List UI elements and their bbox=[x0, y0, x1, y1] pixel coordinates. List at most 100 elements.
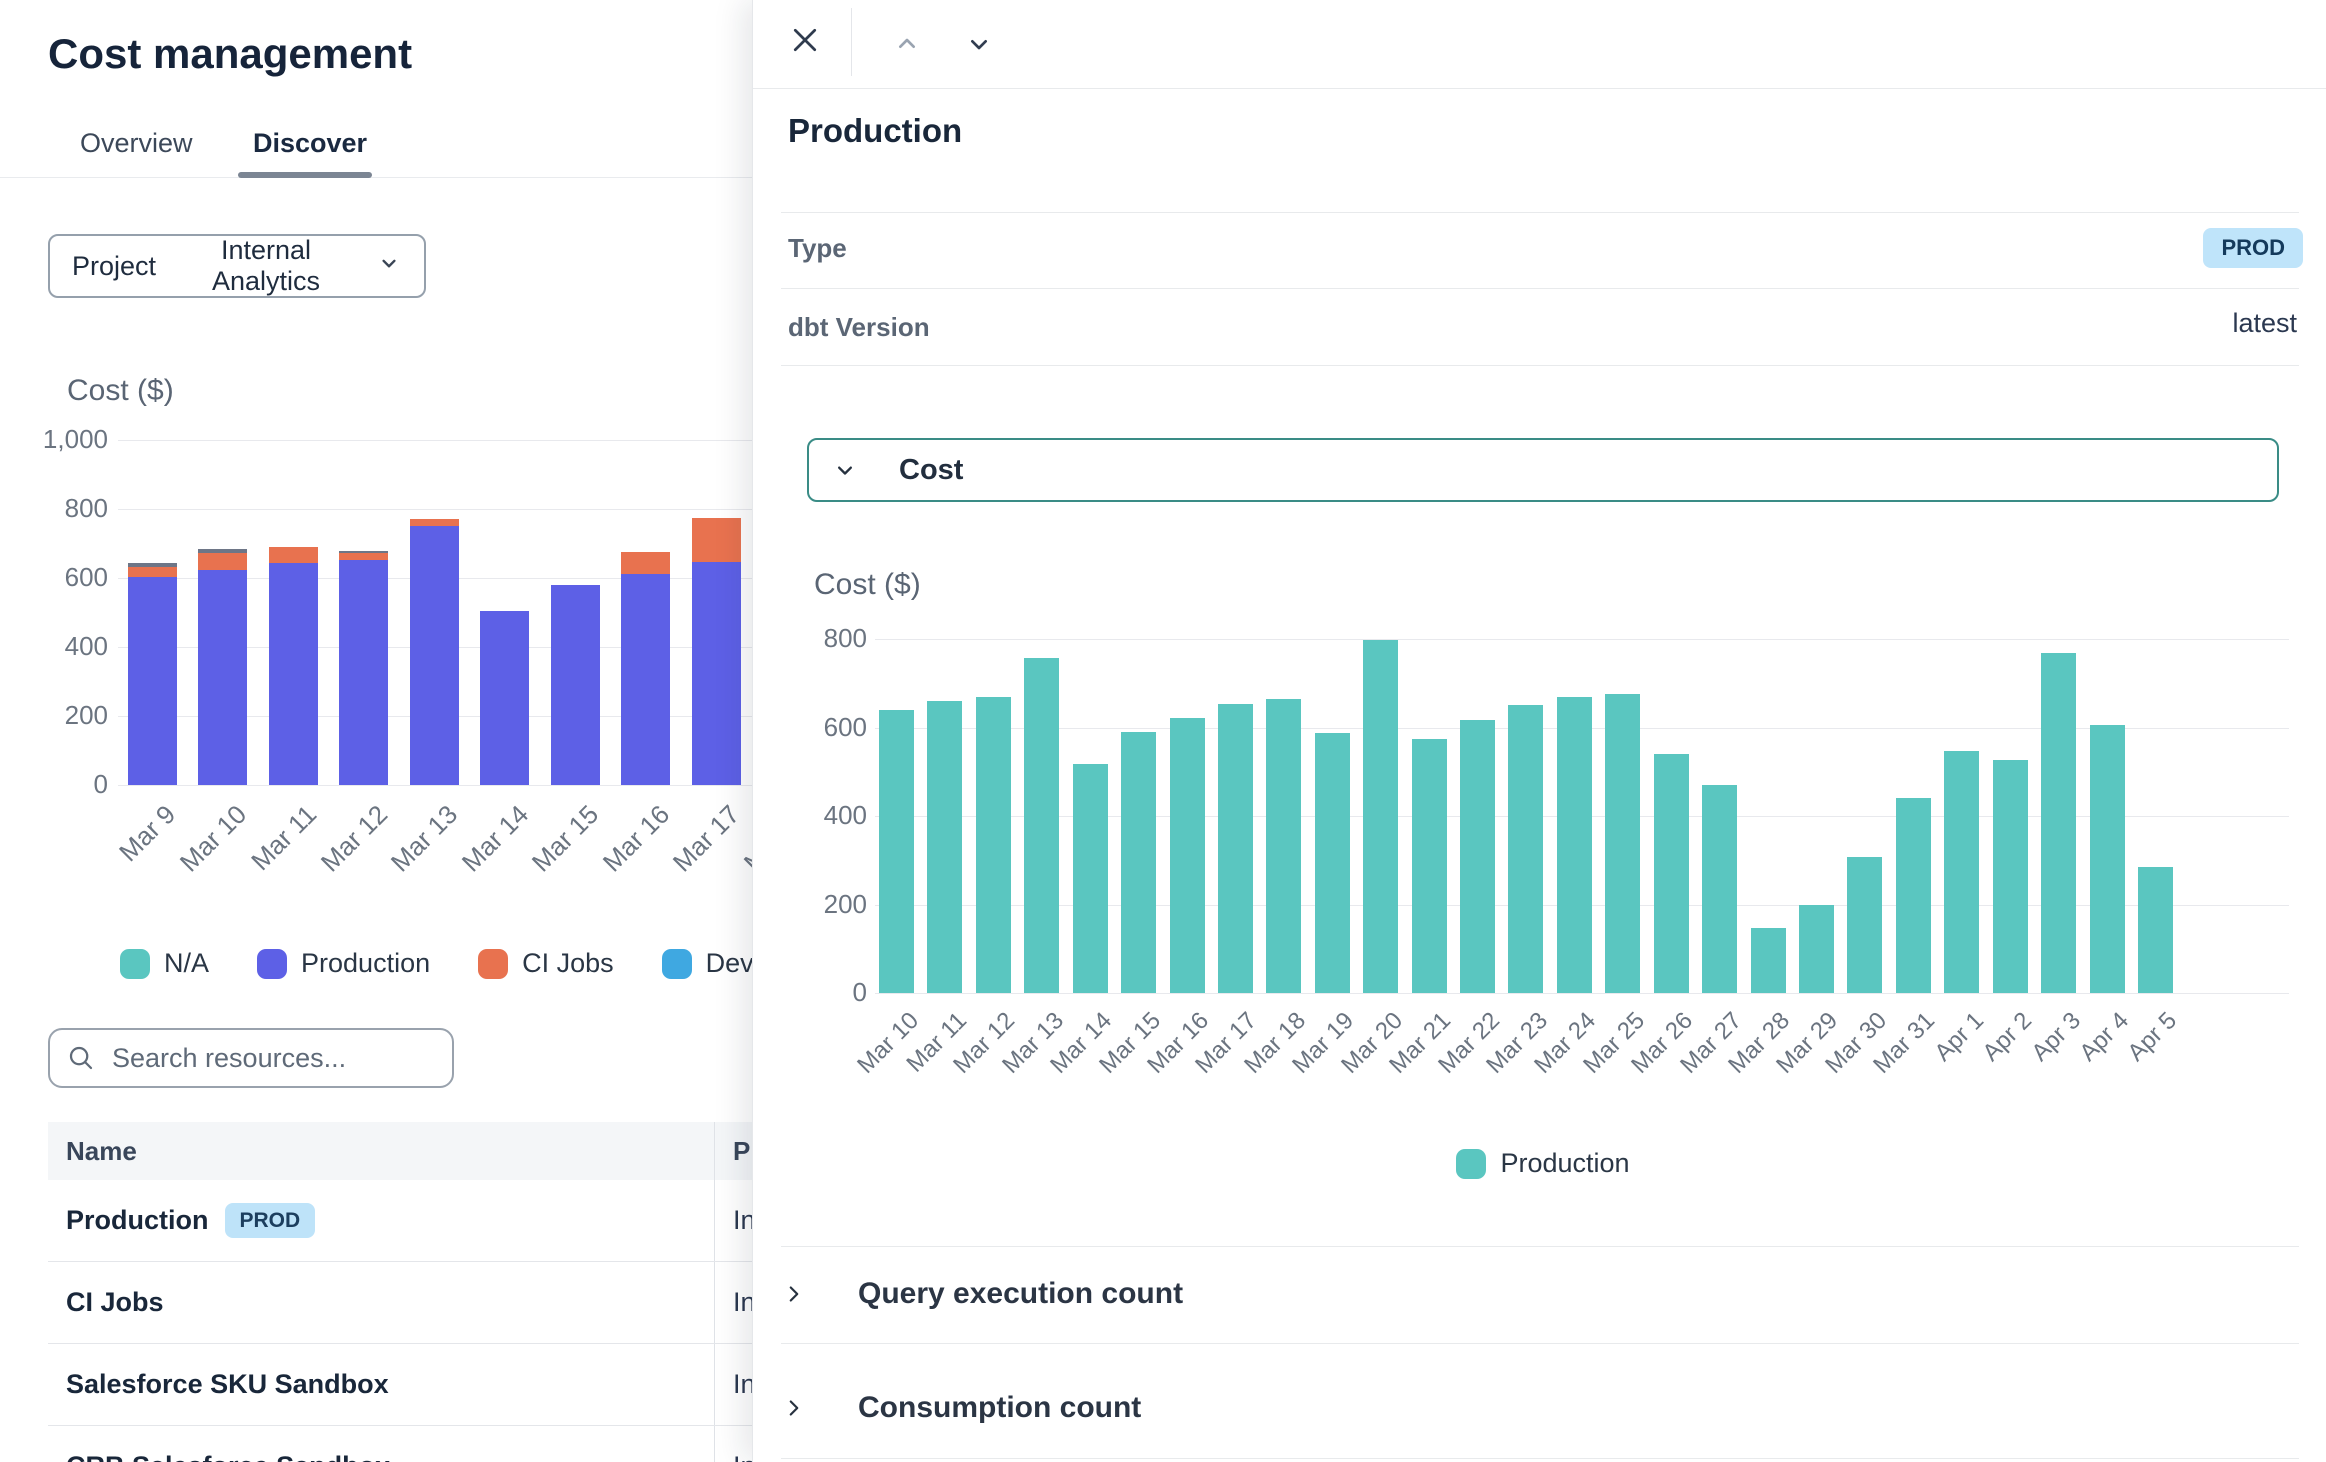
bar-segment[interactable] bbox=[268, 563, 318, 785]
bar-segment[interactable] bbox=[127, 563, 177, 567]
row-name: CI Jobs bbox=[66, 1287, 164, 1317]
bar-segment[interactable] bbox=[2041, 652, 2077, 993]
panel-heading: Production bbox=[788, 112, 963, 149]
field-label-dbt-version: dbt Version bbox=[788, 312, 930, 342]
field-label-type: Type bbox=[788, 233, 847, 263]
search-box bbox=[48, 1028, 468, 1088]
y-axis-tick-label: 200 bbox=[64, 700, 108, 730]
section-cost[interactable]: Cost bbox=[807, 438, 2279, 502]
bar-segment[interactable] bbox=[1024, 657, 1060, 993]
section-label: Cost bbox=[899, 453, 964, 486]
legend-swatch bbox=[661, 948, 692, 979]
bar-segment[interactable] bbox=[691, 562, 741, 785]
bar-segment[interactable] bbox=[198, 570, 247, 785]
bar-segment[interactable] bbox=[1411, 739, 1447, 993]
bar-segment[interactable] bbox=[127, 576, 177, 785]
section-query-execution-count[interactable]: Query execution count bbox=[781, 1246, 2299, 1342]
bar-segment[interactable] bbox=[1944, 751, 1980, 993]
divider bbox=[781, 1343, 2299, 1344]
bar-segment[interactable] bbox=[1992, 759, 2028, 993]
close-icon[interactable] bbox=[787, 22, 823, 58]
y-axis-tick-label: 0 bbox=[852, 977, 867, 1007]
tab-discover[interactable]: Discover bbox=[253, 128, 368, 158]
bar-segment[interactable] bbox=[1750, 928, 1786, 993]
chevron-down-icon[interactable] bbox=[963, 28, 995, 60]
bar-segment[interactable] bbox=[480, 611, 529, 785]
divider bbox=[781, 288, 2299, 289]
bar-segment[interactable] bbox=[198, 549, 247, 554]
y-axis-tick-label: 400 bbox=[823, 800, 867, 830]
bar-segment[interactable] bbox=[339, 551, 388, 554]
chevron-right-icon bbox=[781, 1281, 807, 1307]
bar-segment[interactable] bbox=[1314, 732, 1350, 993]
divider bbox=[781, 212, 2299, 213]
bar-segment[interactable] bbox=[1702, 785, 1738, 993]
legend-item-ci-jobs[interactable]: CI Jobs bbox=[478, 948, 614, 979]
detail-panel: Production Type PROD dbt Version latest … bbox=[752, 0, 2326, 1462]
bar-segment[interactable] bbox=[2089, 724, 2125, 993]
section-label: Query execution count bbox=[858, 1277, 1184, 1310]
bar-segment[interactable] bbox=[1121, 731, 1157, 993]
bar-segment[interactable] bbox=[1508, 705, 1544, 993]
bar-segment[interactable] bbox=[879, 709, 914, 993]
bar-segment[interactable] bbox=[1798, 905, 1834, 993]
bar-segment[interactable] bbox=[975, 697, 1011, 993]
bar-segment[interactable] bbox=[1847, 857, 1883, 993]
bar-segment[interactable] bbox=[927, 700, 963, 993]
bar-segment[interactable] bbox=[1556, 696, 1592, 993]
bar-segment[interactable] bbox=[409, 518, 459, 527]
bar-segment[interactable] bbox=[1460, 719, 1496, 993]
bar-segment[interactable] bbox=[1363, 639, 1399, 993]
panel-chart-legend: Production bbox=[807, 1148, 2279, 1179]
y-axis-tick-label: 800 bbox=[64, 493, 108, 523]
bar-segment[interactable] bbox=[339, 560, 388, 785]
tab-overview[interactable]: Overview bbox=[80, 128, 193, 158]
bar-segment[interactable] bbox=[1653, 753, 1689, 993]
header-separator bbox=[851, 8, 852, 76]
chevron-right-icon bbox=[781, 1395, 807, 1421]
legend-item-na[interactable]: N/A bbox=[120, 948, 209, 979]
legend-label: Production bbox=[301, 948, 431, 978]
legend-label: N/A bbox=[164, 948, 210, 978]
bar-segment[interactable] bbox=[268, 546, 318, 564]
bar-segment[interactable] bbox=[1605, 693, 1641, 993]
row-name: CRB Salesforce Sandbox bbox=[66, 1451, 390, 1462]
bar-segment[interactable] bbox=[1072, 763, 1108, 993]
chart-title: Cost ($) bbox=[814, 568, 921, 601]
bar-segment[interactable] bbox=[621, 552, 670, 575]
gridline bbox=[875, 993, 2289, 994]
type-prod-badge: PROD bbox=[2203, 228, 2303, 268]
project-selector[interactable]: Project Internal Analytics bbox=[48, 234, 426, 298]
y-axis-tick-label: 1,000 bbox=[42, 424, 108, 454]
gridline bbox=[875, 639, 2289, 640]
legend-item-production[interactable]: Production bbox=[257, 948, 430, 979]
divider bbox=[781, 1246, 2299, 1247]
legend-swatch bbox=[120, 948, 150, 979]
bar-segment[interactable] bbox=[691, 517, 741, 563]
bar-segment[interactable] bbox=[1169, 717, 1205, 993]
y-axis-tick-label: 0 bbox=[93, 769, 108, 799]
bar-segment[interactable] bbox=[339, 553, 388, 561]
section-consumption-count[interactable]: Consumption count bbox=[781, 1360, 2299, 1456]
divider bbox=[781, 365, 2299, 366]
bar-segment[interactable] bbox=[2137, 867, 2173, 993]
search-input[interactable] bbox=[110, 1041, 468, 1075]
section-label: Consumption count bbox=[858, 1391, 1142, 1424]
panel-header-divider bbox=[753, 88, 2326, 89]
legend-item-production[interactable]: Production bbox=[1456, 1148, 1630, 1179]
table-row[interactable]: CRB Salesforce Sandbox In bbox=[48, 1426, 2326, 1462]
active-tab-underline bbox=[238, 172, 372, 178]
bar-segment[interactable] bbox=[409, 526, 459, 785]
bar-segment[interactable] bbox=[127, 566, 177, 577]
bar-segment[interactable] bbox=[621, 574, 670, 785]
bar-segment[interactable] bbox=[550, 584, 600, 785]
y-axis-tick-label: 400 bbox=[64, 631, 108, 661]
bar-segment[interactable] bbox=[1895, 797, 1931, 993]
chevron-up-icon[interactable] bbox=[891, 28, 923, 60]
bar-segment[interactable] bbox=[1266, 698, 1302, 993]
bar-segment[interactable] bbox=[198, 553, 247, 571]
row-project: In bbox=[733, 1205, 756, 1235]
y-axis-tick-label: 800 bbox=[823, 623, 867, 653]
chevron-down-icon bbox=[376, 250, 402, 283]
bar-segment[interactable] bbox=[1217, 703, 1253, 993]
